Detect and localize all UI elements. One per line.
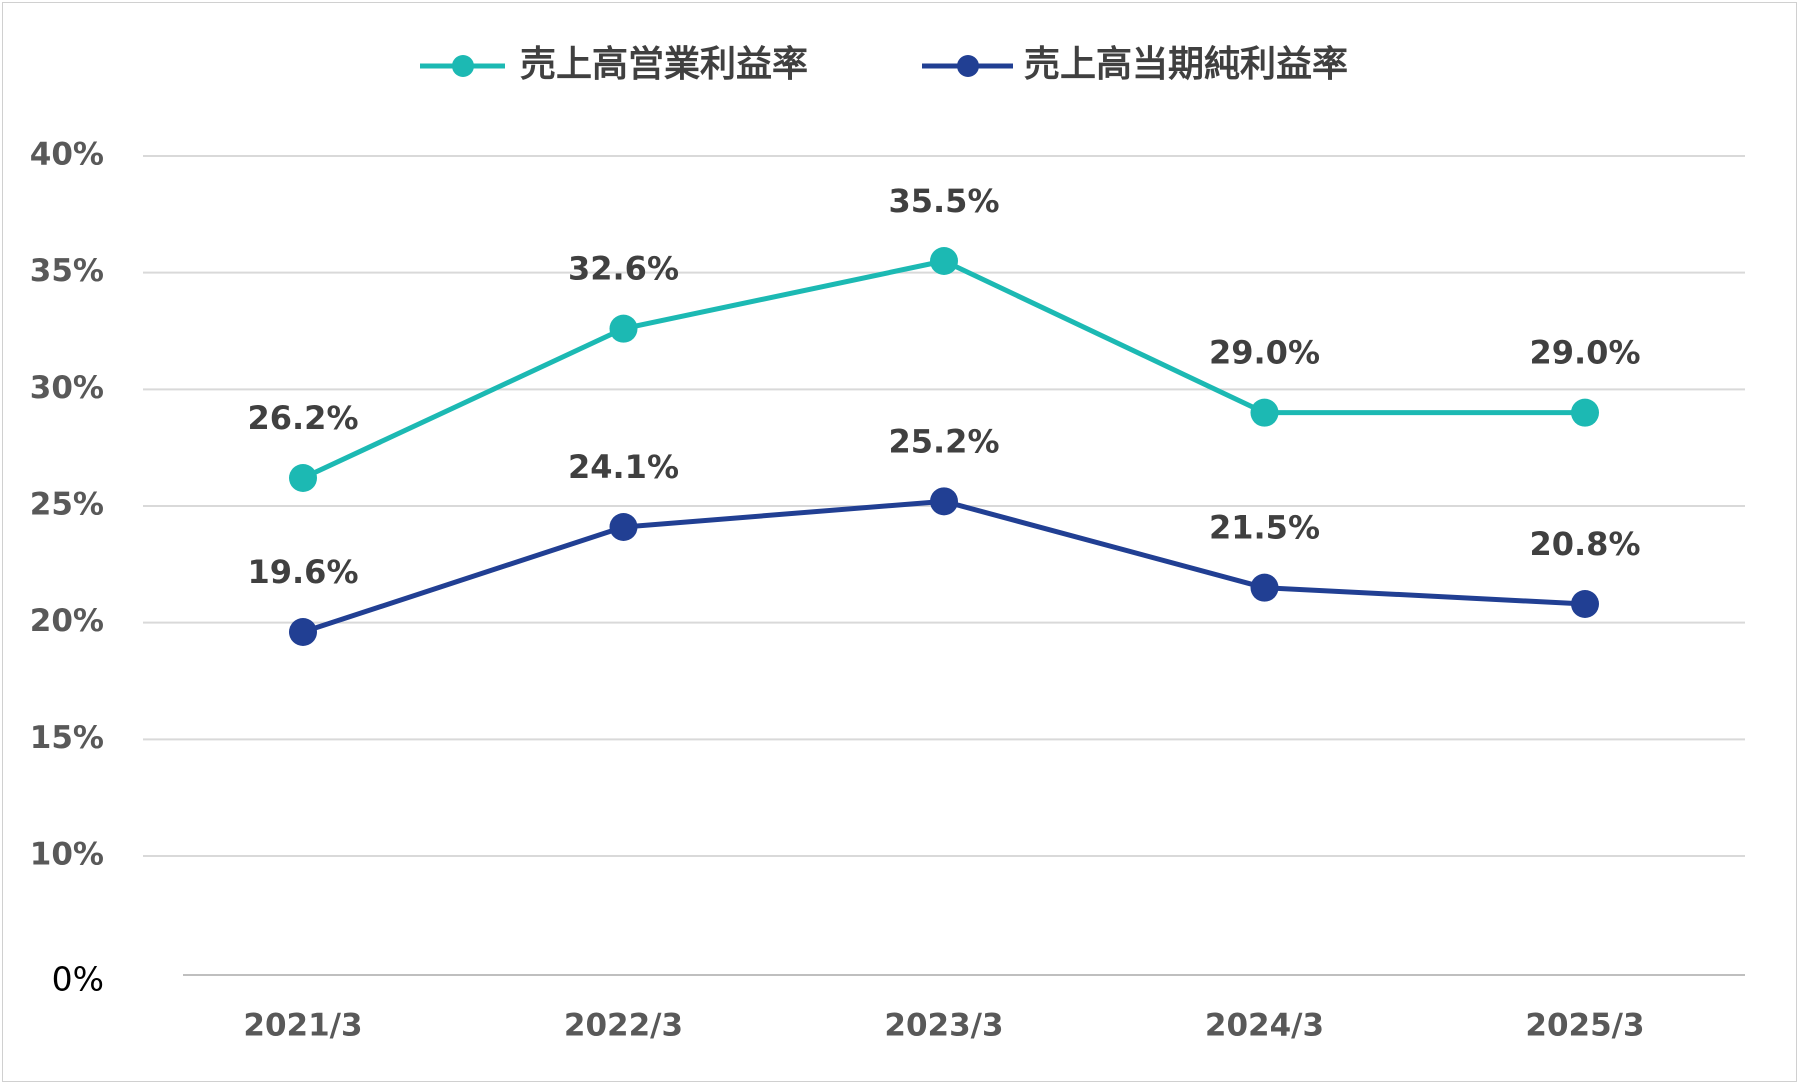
gridlines <box>143 155 1745 976</box>
series-line-net-margin <box>302 498 1586 635</box>
y-axis-ticks: 0% 10% 15% 20% 25% 30% 35% 40% <box>30 137 104 999</box>
x-tick-label: 2022/3 <box>564 1008 683 1044</box>
legend: 売上高営業利益率 売上高当期純利益率 <box>420 44 1348 85</box>
legend-swatch-marker-operating-margin <box>452 55 474 77</box>
y-tick-label: 0% <box>52 960 104 999</box>
y-tick-label: 10% <box>30 837 104 873</box>
data-point-net-margin <box>930 487 958 516</box>
y-tick-label: 35% <box>30 253 104 289</box>
y-tick-label: 25% <box>30 487 104 523</box>
x-tick-label: 2025/3 <box>1525 1008 1644 1044</box>
data-label-net-margin: 19.6% <box>247 553 358 591</box>
data-label-operating-margin: 32.6% <box>568 250 679 288</box>
data-point-operating-margin <box>609 314 638 343</box>
data-point-net-margin <box>609 513 638 541</box>
y-tick-label: 30% <box>30 370 104 406</box>
data-label-net-margin: 25.2% <box>888 422 999 460</box>
legend-label-operating-margin: 売上高営業利益率 <box>520 44 808 85</box>
data-label-operating-margin: 29.0% <box>1209 334 1320 372</box>
data-point-net-margin <box>1250 573 1279 602</box>
data-label-net-margin: 21.5% <box>1209 509 1320 547</box>
x-tick-label: 2023/3 <box>884 1008 1003 1044</box>
x-axis-ticks: 2021/3 2022/3 2023/3 2024/3 2025/3 <box>243 1008 1644 1044</box>
data-point-operating-margin <box>289 464 317 492</box>
series-group: 26.2% 32.6% 35.5% 29.0% 29.0% 19.6% 24.1% 25.2%… <box>247 182 1641 646</box>
x-tick-label: 2024/3 <box>1205 1008 1324 1044</box>
y-tick-label: 40% <box>30 137 104 173</box>
y-tick-label: 15% <box>30 720 104 756</box>
y-tick-label: 20% <box>30 603 104 639</box>
legend-label-net-margin: 売上高当期純利益率 <box>1024 44 1348 85</box>
data-point-operating-margin <box>1571 398 1599 427</box>
data-label-operating-margin: 35.5% <box>888 182 999 220</box>
data-point-net-margin <box>289 618 317 646</box>
legend-swatch-marker-net-margin <box>957 55 979 77</box>
data-label-operating-margin: 26.2% <box>247 399 358 437</box>
data-label-net-margin: 24.1% <box>568 448 679 486</box>
data-point-net-margin <box>1571 590 1599 618</box>
x-tick-label: 2021/3 <box>243 1008 362 1044</box>
data-point-operating-margin <box>930 247 958 275</box>
data-label-operating-margin: 29.0% <box>1529 334 1640 372</box>
data-point-operating-margin <box>1250 398 1279 427</box>
data-label-net-margin: 20.8% <box>1529 525 1640 563</box>
